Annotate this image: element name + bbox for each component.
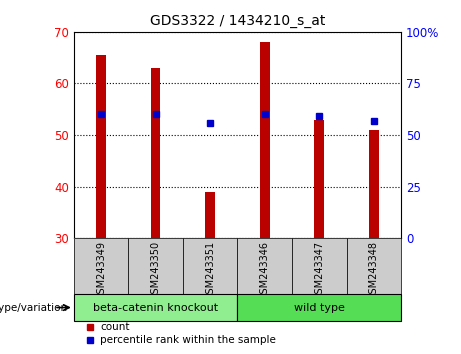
Text: genotype/variation: genotype/variation: [0, 303, 67, 313]
Text: wild type: wild type: [294, 303, 345, 313]
Text: GSM243346: GSM243346: [260, 241, 270, 300]
Bar: [369, 130, 378, 238]
Text: count: count: [100, 322, 130, 332]
Text: GSM243348: GSM243348: [369, 241, 379, 300]
Bar: [292, 238, 347, 295]
Bar: [205, 192, 215, 238]
Bar: [74, 238, 128, 295]
Bar: [260, 42, 270, 238]
Title: GDS3322 / 1434210_s_at: GDS3322 / 1434210_s_at: [150, 14, 325, 28]
Text: percentile rank within the sample: percentile rank within the sample: [100, 335, 276, 346]
Bar: [237, 238, 292, 295]
Bar: [314, 120, 324, 238]
Bar: [347, 238, 401, 295]
Text: GSM243347: GSM243347: [314, 241, 324, 300]
Bar: [183, 238, 237, 295]
Bar: [151, 68, 160, 238]
Text: GSM243351: GSM243351: [205, 241, 215, 300]
Text: GSM243350: GSM243350: [151, 241, 160, 300]
Bar: [74, 295, 237, 321]
Bar: [237, 295, 401, 321]
Text: GSM243349: GSM243349: [96, 241, 106, 300]
Text: beta-catenin knockout: beta-catenin knockout: [93, 303, 218, 313]
Bar: [128, 238, 183, 295]
Bar: [96, 55, 106, 238]
